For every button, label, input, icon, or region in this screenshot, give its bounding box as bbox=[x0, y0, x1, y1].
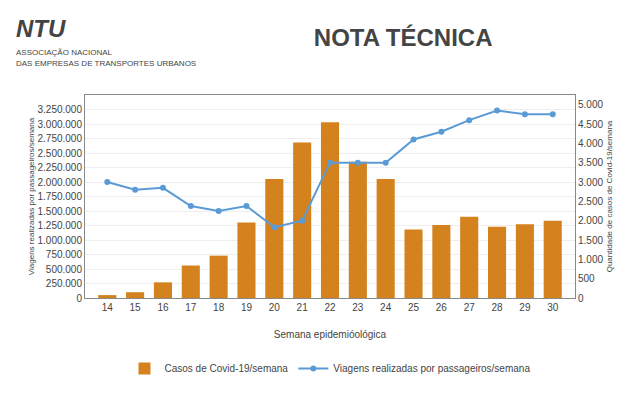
svg-text:DAS EMPRESAS DE TRANSPORTES UR: DAS EMPRESAS DE TRANSPORTES URBANOS bbox=[16, 59, 196, 68]
svg-text:0: 0 bbox=[76, 293, 82, 304]
svg-text:2.000: 2.000 bbox=[578, 215, 603, 226]
svg-text:17: 17 bbox=[185, 302, 197, 313]
svg-text:1.750.000: 1.750.000 bbox=[38, 191, 83, 202]
svg-text:1.000.000: 1.000.000 bbox=[38, 235, 83, 246]
svg-text:27: 27 bbox=[464, 302, 476, 313]
svg-text:25: 25 bbox=[408, 302, 420, 313]
svg-text:22: 22 bbox=[324, 302, 336, 313]
svg-text:500.000: 500.000 bbox=[46, 264, 83, 275]
svg-text:4.000: 4.000 bbox=[578, 138, 603, 149]
svg-text:21: 21 bbox=[297, 302, 309, 313]
svg-text:2.250.000: 2.250.000 bbox=[38, 162, 83, 173]
svg-text:1.500: 1.500 bbox=[578, 235, 603, 246]
svg-text:28: 28 bbox=[491, 302, 503, 313]
svg-text:Quantidade de casos de Covid-1: Quantidade de casos de Covid-19/semana bbox=[605, 120, 614, 272]
svg-text:5.000: 5.000 bbox=[578, 99, 603, 110]
svg-text:3.000.000: 3.000.000 bbox=[38, 119, 83, 130]
svg-text:Semana epidemióológica: Semana epidemióológica bbox=[274, 329, 387, 340]
svg-text:Casos de Covid-19/semana: Casos de Covid-19/semana bbox=[165, 363, 289, 374]
svg-text:16: 16 bbox=[157, 302, 169, 313]
svg-text:1.250.000: 1.250.000 bbox=[38, 220, 83, 231]
svg-text:2.500.000: 2.500.000 bbox=[38, 148, 83, 159]
svg-text:ASSOCIAÇÃO NACIONAL: ASSOCIAÇÃO NACIONAL bbox=[16, 48, 113, 57]
svg-text:23: 23 bbox=[352, 302, 364, 313]
svg-text:0: 0 bbox=[578, 293, 584, 304]
svg-text:14: 14 bbox=[102, 302, 114, 313]
svg-text:3.500: 3.500 bbox=[578, 157, 603, 168]
svg-text:500: 500 bbox=[578, 273, 595, 284]
svg-text:30: 30 bbox=[547, 302, 559, 313]
svg-text:Viagens realizadas por passage: Viagens realizadas por passageiros/seman… bbox=[333, 363, 530, 374]
svg-text:3.000: 3.000 bbox=[578, 177, 603, 188]
svg-text:3.250.000: 3.250.000 bbox=[38, 104, 83, 115]
svg-text:2.750.000: 2.750.000 bbox=[38, 133, 83, 144]
svg-text:29: 29 bbox=[519, 302, 531, 313]
svg-text:20: 20 bbox=[269, 302, 281, 313]
svg-text:750.000: 750.000 bbox=[46, 249, 83, 260]
svg-text:NOTA TÉCNICA: NOTA TÉCNICA bbox=[314, 24, 493, 51]
svg-text:19: 19 bbox=[241, 302, 253, 313]
svg-text:4.500: 4.500 bbox=[578, 119, 603, 130]
svg-text:250.000: 250.000 bbox=[46, 278, 83, 289]
svg-text:1.500.000: 1.500.000 bbox=[38, 206, 83, 217]
svg-text:18: 18 bbox=[213, 302, 225, 313]
svg-text:2.000.000: 2.000.000 bbox=[38, 177, 83, 188]
svg-text:2.500: 2.500 bbox=[578, 196, 603, 207]
svg-text:15: 15 bbox=[130, 302, 142, 313]
svg-text:24: 24 bbox=[380, 302, 392, 313]
svg-text:Viagens realizadas por passage: Viagens realizadas por passageiros/seman… bbox=[27, 117, 36, 275]
svg-text:1.000: 1.000 bbox=[578, 254, 603, 265]
svg-text:NTU: NTU bbox=[16, 15, 66, 42]
svg-text:26: 26 bbox=[436, 302, 448, 313]
